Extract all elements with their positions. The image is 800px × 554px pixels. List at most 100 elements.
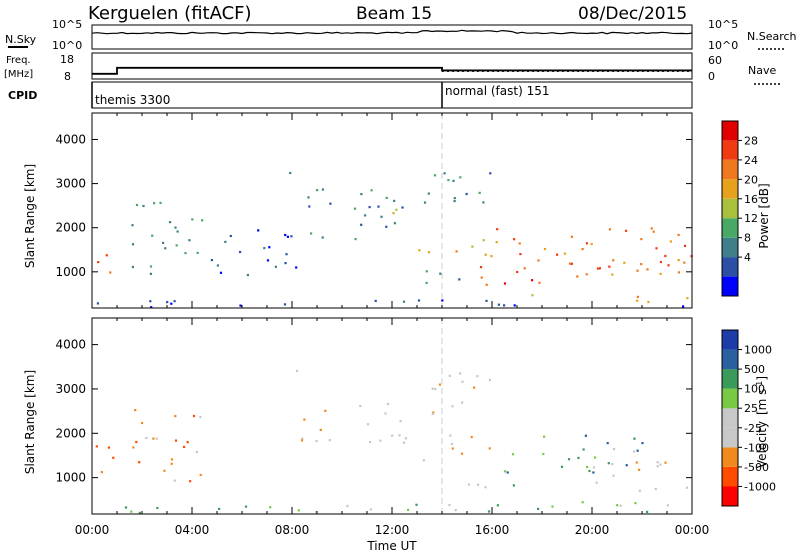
power-panel: 1000 2000 3000 4000 Slant Range [km] [23, 112, 693, 309]
freq-trace [92, 66, 692, 75]
heatmap-cell [453, 200, 456, 203]
heatmap-cell [149, 272, 152, 275]
velocity-y-ticks: 1000 2000 3000 4000 [55, 338, 692, 485]
heatmap-cell [384, 412, 387, 415]
heatmap-cell [677, 233, 680, 236]
beam-title: Beam 15 [356, 4, 432, 24]
heatmap-cell [503, 282, 507, 285]
power-x-ticks [91, 113, 693, 308]
heatmap-cell [359, 404, 362, 408]
heatmap-cell [131, 224, 134, 227]
heatmap-cell [131, 265, 134, 269]
colorbar-tick-label: 100 [744, 383, 765, 396]
colorbar-segment [722, 427, 738, 448]
nave-label: Nave [748, 64, 776, 77]
heatmap-cell [638, 489, 641, 492]
colorbar-tick-label: 8 [744, 232, 751, 245]
heatmap-cell [159, 201, 162, 204]
heatmap-cell [484, 486, 487, 489]
heatmap-cell [196, 251, 199, 254]
heatmap-cell [476, 375, 479, 378]
heatmap-cell [246, 273, 249, 277]
y-tick-label: 2000 [55, 426, 86, 440]
heatmap-cell [448, 374, 451, 377]
heatmap-cell [310, 232, 313, 235]
date-title: 08/Dec/2015 [578, 4, 687, 24]
colorbar-tick-label: -1000 [744, 480, 776, 493]
time-axis-label: Time UT [366, 539, 417, 553]
heatmap-cell [632, 450, 636, 453]
heatmap-cell [321, 236, 324, 239]
heatmap-cell [451, 447, 454, 450]
heatmap-cell [611, 463, 614, 466]
heatmap-cell [677, 259, 680, 262]
heatmap-cell [269, 506, 272, 509]
heatmap-cell [448, 503, 451, 507]
heatmap-cell [652, 230, 655, 233]
heatmap-cell [105, 254, 108, 257]
heatmap-cell [268, 246, 271, 249]
colorbar-segment [722, 140, 738, 160]
heatmap-cell [470, 436, 473, 439]
heatmap-cell [484, 253, 487, 256]
x-tick-label: 16:00 [475, 523, 510, 537]
y-tick-label: 4000 [55, 338, 86, 352]
heatmap-cell [134, 409, 137, 412]
heatmap-cell [297, 509, 300, 512]
heatmap-cell [479, 266, 483, 269]
heatmap-cell [667, 264, 670, 267]
heatmap-cell [585, 242, 588, 245]
heatmap-cell [586, 465, 589, 469]
heatmap-cell [97, 261, 100, 264]
heatmap-cell [321, 188, 324, 191]
heatmap-cell [216, 264, 219, 267]
velocity-x-ticks: 00:00 04:00 08:00 12:00 16:00 20:00 00:00 [75, 318, 709, 537]
heatmap-cell [570, 235, 573, 238]
colorbar-tick-label: 12 [744, 212, 758, 225]
station-title: Kerguelen (fitACF) [88, 3, 252, 24]
freq-label: Freq. [6, 55, 31, 66]
heatmap-cell [607, 462, 610, 465]
heatmap-cell [664, 461, 667, 464]
heatmap-cell [174, 415, 177, 418]
heatmap-cell [149, 300, 152, 303]
heatmap-cell [647, 300, 650, 304]
heatmap-cell [431, 412, 434, 415]
heatmap-cell [274, 265, 277, 268]
heatmap-cell [496, 228, 499, 231]
heatmap-cell [594, 456, 597, 459]
heatmap-cell [174, 226, 177, 229]
heatmap-cell [353, 207, 357, 210]
heatmap-cell [519, 253, 522, 256]
heatmap-cell [635, 461, 638, 464]
heatmap-cell [612, 448, 616, 451]
heatmap-cell [170, 302, 173, 305]
heatmap-cell [244, 505, 248, 508]
colorbar-segment [722, 447, 738, 467]
heatmap-cell [283, 303, 287, 306]
heatmap-cell [482, 201, 485, 204]
heatmap-cell [153, 202, 156, 205]
heatmap-cell [453, 197, 456, 200]
colorbar-segment [722, 218, 738, 238]
heatmap-cell [459, 176, 462, 179]
heatmap-cell [576, 275, 579, 278]
heatmap-cell [173, 479, 176, 482]
heatmap-cell [656, 465, 659, 468]
heatmap-cell [490, 255, 493, 258]
heatmap-cell [459, 372, 462, 375]
heatmap-cell [151, 234, 154, 237]
heatmap-cell [452, 179, 455, 182]
colorbar-tick-label: -25 [744, 422, 762, 435]
heatmap-cell [370, 189, 373, 192]
heatmap-cell [192, 414, 196, 418]
heatmap-cell [239, 304, 242, 307]
colorbar-segment [722, 159, 738, 180]
velocity-cbar-label-unit: [m s [755, 389, 769, 415]
y-tick-label: 4000 [55, 132, 86, 146]
heatmap-cell [284, 233, 287, 237]
heatmap-cell [183, 445, 186, 448]
heatmap-cell [488, 447, 491, 450]
heatmap-cell [124, 506, 128, 509]
heatmap-cell [677, 271, 680, 274]
